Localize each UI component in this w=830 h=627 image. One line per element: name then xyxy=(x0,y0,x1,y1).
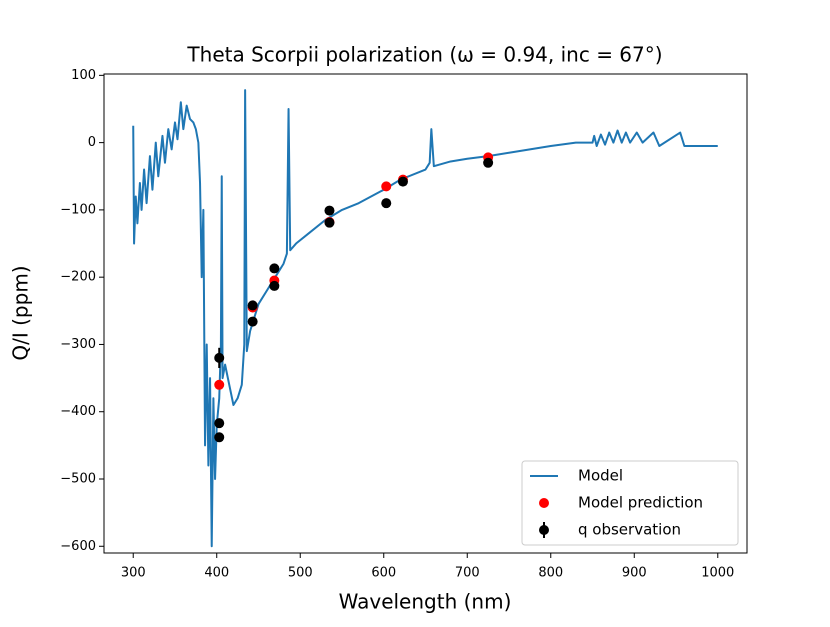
legend-marker xyxy=(539,498,549,508)
observation-point xyxy=(324,217,335,228)
chart-title: Theta Scorpii polarization (ω = 0.94, in… xyxy=(186,43,662,67)
observation-point xyxy=(247,300,258,311)
observation-point xyxy=(247,316,258,327)
model-line xyxy=(132,89,718,548)
y-tick-label: −100 xyxy=(60,202,96,217)
y-axis-label: Q/I (ppm) xyxy=(9,265,33,360)
x-tick-label: 500 xyxy=(288,566,313,581)
x-axis-label: Wavelength (nm) xyxy=(339,590,512,614)
legend-marker xyxy=(539,525,549,535)
y-tick-label: −400 xyxy=(60,404,96,419)
x-tick-label: 900 xyxy=(622,566,647,581)
legend-label: Model prediction xyxy=(578,494,703,512)
prediction-point xyxy=(214,379,225,390)
plot-area xyxy=(132,89,718,548)
legend-label: q observation xyxy=(578,521,681,539)
observation-point xyxy=(397,176,408,187)
y-tick-label: −300 xyxy=(60,337,96,352)
observation-point xyxy=(269,280,280,291)
observation-point xyxy=(381,198,392,209)
observation-point xyxy=(214,352,225,363)
legend-box xyxy=(521,460,739,546)
x-tick-label: 300 xyxy=(121,566,146,581)
legend-label: Model xyxy=(578,467,623,485)
y-tick-label: −200 xyxy=(60,270,96,285)
axes-frame xyxy=(103,73,748,554)
prediction-point xyxy=(381,181,392,192)
y-tick-label: −500 xyxy=(60,471,96,486)
x-tick-label: 400 xyxy=(204,566,229,581)
observation-point xyxy=(324,205,335,216)
observation-point xyxy=(214,432,225,443)
y-tick-label: 0 xyxy=(88,135,96,150)
observation-point xyxy=(269,263,280,274)
y-tick-label: 100 xyxy=(71,68,96,83)
x-tick-label: 1000 xyxy=(701,566,734,581)
x-tick-label: 700 xyxy=(455,566,480,581)
y-tick-label: −600 xyxy=(60,539,96,554)
observation-point xyxy=(214,418,225,429)
observation-point xyxy=(483,157,494,168)
x-tick-label: 800 xyxy=(538,566,563,581)
x-tick-label: 600 xyxy=(371,566,396,581)
